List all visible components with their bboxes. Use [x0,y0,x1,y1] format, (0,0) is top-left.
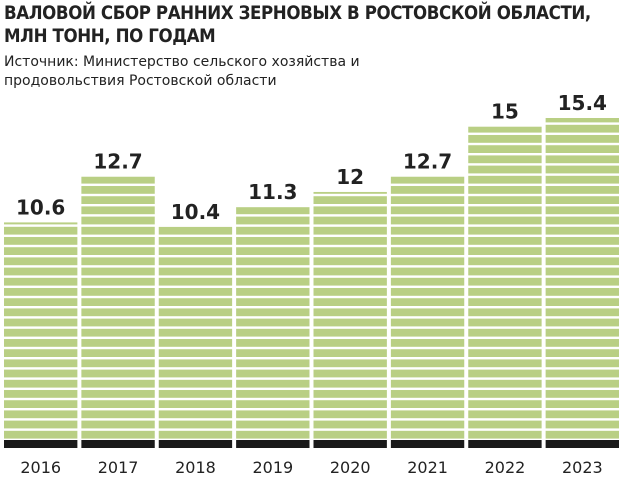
bar-base [158,440,233,448]
bar-base [81,440,155,448]
x-tick-label: 2018 [175,458,216,477]
bar-base [468,440,542,448]
x-tick-label: 2022 [485,458,526,477]
bar [313,191,387,440]
bar-base [313,440,387,448]
bar [545,118,619,440]
x-tick-label: 2017 [98,458,139,477]
bar [390,176,465,440]
bar-base [236,440,310,448]
bar-base [4,440,78,448]
chart-title: ВАЛОВОЙ СБОР РАННИХ ЗЕРНОВЫХ В РОСТОВСКО… [4,3,591,47]
value-label: 11.3 [248,180,297,204]
value-label: 10.4 [171,200,220,224]
x-tick-label: 2019 [252,458,293,477]
value-label: 10.6 [16,195,65,219]
value-label: 12.7 [403,150,452,174]
x-tick-label: 2021 [407,458,448,477]
value-label: 15 [491,100,519,124]
bar [158,226,233,440]
x-tick-label: 2020 [330,458,371,477]
bar [4,222,78,440]
value-label: 12.7 [93,150,142,174]
value-label: 12 [336,165,364,189]
value-label: 15.4 [558,91,607,115]
bar [236,207,310,440]
x-tick-label: 2023 [562,458,603,477]
x-tick-label: 2016 [20,458,61,477]
bar [81,176,155,440]
bar-base [390,440,465,448]
bar [468,126,542,441]
bar-base [545,440,619,448]
chart-subtitle: Источник: Министерство сельского хозяйст… [4,54,360,89]
